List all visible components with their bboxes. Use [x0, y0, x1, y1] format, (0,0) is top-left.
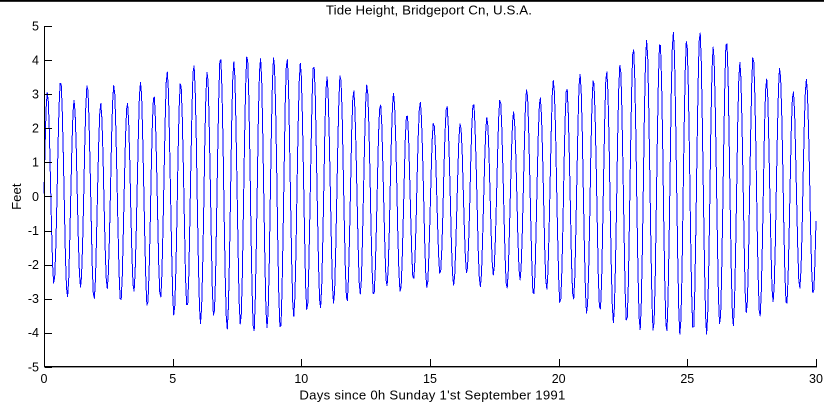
svg-text:1: 1	[32, 156, 39, 170]
svg-text:0: 0	[41, 372, 48, 386]
svg-text:3: 3	[32, 88, 39, 102]
svg-text:-4: -4	[28, 326, 39, 340]
svg-text:Feet: Feet	[9, 183, 24, 210]
svg-text:30: 30	[809, 372, 823, 386]
svg-text:Days since 0h Sunday 1'st Sept: Days since 0h Sunday 1'st September 1991	[299, 388, 565, 403]
svg-text:-5: -5	[28, 360, 39, 374]
svg-text:2: 2	[32, 122, 39, 136]
svg-text:20: 20	[552, 372, 566, 386]
svg-text:10: 10	[294, 372, 308, 386]
svg-text:Tide Height, Bridgeport Cn, U.: Tide Height, Bridgeport Cn, U.S.A.	[326, 3, 532, 18]
svg-text:0: 0	[32, 190, 39, 204]
svg-text:-1: -1	[28, 224, 39, 238]
svg-text:5: 5	[169, 372, 176, 386]
svg-text:-3: -3	[28, 292, 39, 306]
svg-text:4: 4	[32, 53, 39, 67]
svg-text:-2: -2	[28, 258, 39, 272]
svg-text:25: 25	[680, 372, 694, 386]
svg-text:5: 5	[32, 19, 39, 33]
svg-text:15: 15	[423, 372, 437, 386]
